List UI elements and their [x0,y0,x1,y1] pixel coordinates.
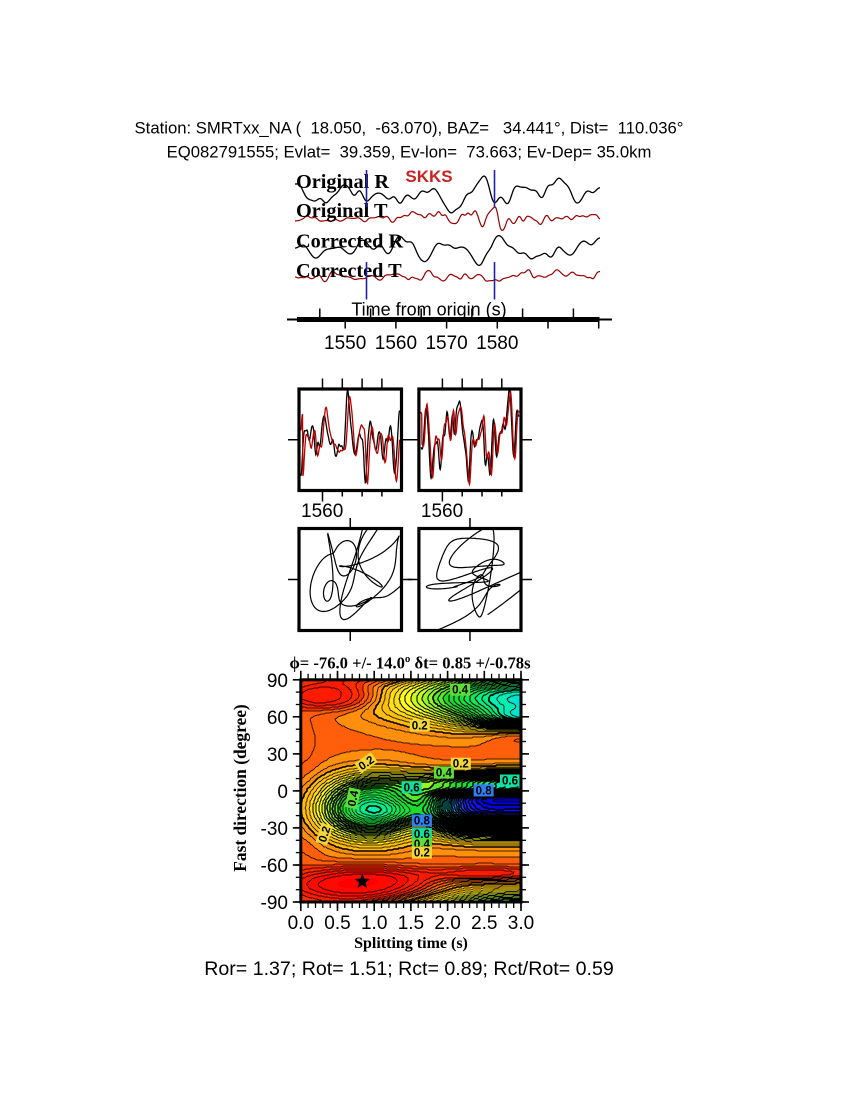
svg-text:30: 30 [267,745,288,766]
svg-text:Splitting time (s): Splitting time (s) [354,935,468,952]
svg-text:-90: -90 [261,893,288,914]
svg-text:60: 60 [267,708,288,729]
svg-text:0: 0 [277,782,288,803]
svg-text:0.4: 0.4 [452,685,469,697]
svg-text:Time from origin (s): Time from origin (s) [351,300,506,320]
svg-text:1560: 1560 [375,333,417,354]
svg-text:0.4: 0.4 [346,789,361,808]
svg-text:1560: 1560 [421,501,463,522]
svg-text:1580: 1580 [476,333,518,354]
svg-text:1.5: 1.5 [398,913,424,934]
svg-text:0.5: 0.5 [324,913,350,934]
svg-text:0.8: 0.8 [476,785,493,797]
svg-text:1560: 1560 [301,501,343,522]
svg-text:0.2: 0.2 [317,825,333,844]
svg-text:1.0: 1.0 [361,913,387,934]
svg-text:90: 90 [267,671,288,692]
svg-text:Corrected R: Corrected R [296,231,404,253]
svg-text:Original T: Original T [296,200,388,222]
svg-text:1550: 1550 [324,333,366,354]
svg-text:0.2: 0.2 [414,848,430,860]
svg-text:3.0: 3.0 [508,913,534,934]
svg-text:Corrected T: Corrected T [296,260,402,282]
svg-text:0.2: 0.2 [412,721,428,733]
svg-text:Ror= 1.37; Rot= 1.51; Rct= 0.8: Ror= 1.37; Rot= 1.51; Rct= 0.89; Rct/Rot… [204,958,614,980]
svg-text:SKKS: SKKS [405,167,452,186]
svg-text:-60: -60 [261,856,288,877]
svg-text:2.5: 2.5 [471,913,497,934]
svg-text:0.6: 0.6 [404,782,420,794]
svg-text:0.2: 0.2 [453,759,469,771]
svg-text:0.0: 0.0 [288,913,314,934]
svg-text:0.4: 0.4 [436,768,453,780]
svg-text:Original R: Original R [296,171,389,193]
svg-text:-30: -30 [261,819,288,840]
svg-text:EQ082791555; Evlat= 39.359, E: EQ082791555; Evlat= 39.359, Ev-lon= 73.6… [167,143,652,162]
svg-text:Station: SMRTxx_NA ( 18.050,: Station: SMRTxx_NA ( 18.050, -63.070), B… [135,119,684,138]
svg-text:0.8: 0.8 [414,816,431,828]
svg-text:1570: 1570 [425,333,467,354]
svg-text:ϕ= -76.0 +/- 14.0º δt= 0.85 +/: ϕ= -76.0 +/- 14.0º δt= 0.85 +/-0.78s [289,654,531,673]
svg-text:Fast direction (degree): Fast direction (degree) [230,704,250,872]
svg-text:2.0: 2.0 [434,913,460,934]
svg-text:0.6: 0.6 [502,776,518,788]
